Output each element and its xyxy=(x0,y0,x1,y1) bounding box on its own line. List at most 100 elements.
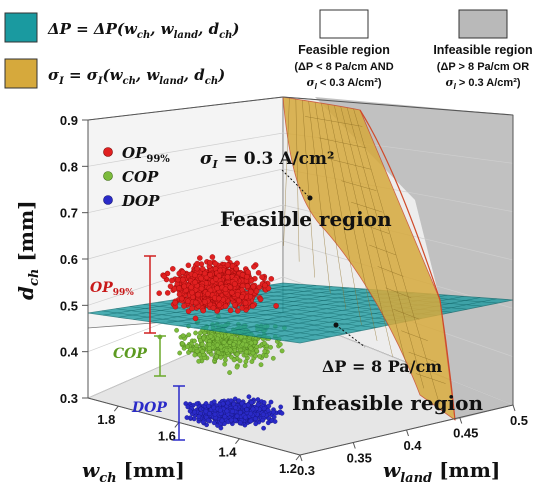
scatter-point xyxy=(212,411,218,417)
mesh-line xyxy=(193,291,399,329)
mesh-line xyxy=(295,99,300,262)
scatter-point xyxy=(186,332,192,338)
scatter-point xyxy=(270,409,276,415)
scatter-point xyxy=(195,291,201,298)
scatter-point xyxy=(174,327,179,333)
scatter-point xyxy=(208,333,214,339)
scatter-point xyxy=(207,411,212,416)
scatter-point xyxy=(225,269,232,276)
scatter-point xyxy=(234,364,240,370)
mesh-line xyxy=(341,180,377,191)
y-tick-label: 0.3 xyxy=(297,463,315,478)
scatter-point xyxy=(268,276,275,282)
scatter-point xyxy=(229,289,235,296)
scatter-point xyxy=(185,298,191,304)
scatter-point xyxy=(248,277,255,284)
z-tick-label: 0.8 xyxy=(60,159,78,174)
scatter-point xyxy=(242,363,248,369)
scatter-point xyxy=(177,350,183,356)
scatter-point xyxy=(244,349,249,355)
mesh-line xyxy=(305,116,363,127)
legend-feasible-cond1: (ΔP < 8 Pa/cm AND xyxy=(294,61,393,73)
mesh-line xyxy=(401,330,428,341)
scatter-point xyxy=(192,279,198,286)
scatter-point xyxy=(227,370,232,375)
mesh-line xyxy=(393,309,420,320)
sigma-surface xyxy=(282,96,456,421)
scatter-point xyxy=(222,414,228,420)
mesh-line xyxy=(385,287,412,299)
scatter-point xyxy=(206,403,211,409)
scatter-point xyxy=(251,264,257,270)
scatter-point xyxy=(260,417,266,423)
scatter-point xyxy=(243,342,249,348)
scatter-point xyxy=(248,411,254,417)
mesh-line xyxy=(318,137,367,149)
scatter-point xyxy=(261,425,266,431)
legend: ΔP = ΔP(wch, wland, dch) σI = σI(wch, wl… xyxy=(4,9,533,91)
scatter-point xyxy=(178,295,185,302)
scatter-point xyxy=(225,255,231,261)
legend-infeasible-title: Infeasible region xyxy=(433,43,532,57)
scatter-point xyxy=(214,285,220,291)
scatter-point xyxy=(266,403,272,409)
scatter-point xyxy=(201,270,208,277)
scatter-point xyxy=(217,407,223,413)
series-legend-label-dop: DOP xyxy=(121,192,160,210)
scatter-point xyxy=(243,359,249,364)
scatter-point xyxy=(205,291,211,297)
annotation-feasible: Feasible region xyxy=(220,207,392,231)
annotation-infeasible: Infeasible region xyxy=(292,391,483,415)
scatter-point xyxy=(245,269,251,275)
mesh-line xyxy=(255,287,483,307)
scatter-point xyxy=(201,335,206,341)
scatter-point xyxy=(243,414,248,420)
z-tick-label: 0.9 xyxy=(60,113,78,128)
series-legend-marker-cop xyxy=(103,171,113,181)
scatter-point xyxy=(233,265,240,272)
mesh-line xyxy=(415,373,446,384)
scatter-point xyxy=(197,255,203,261)
scatter-point xyxy=(169,277,175,284)
y-tick-label: 0.5 xyxy=(510,413,528,428)
scatter-point xyxy=(248,289,254,295)
scatter-point xyxy=(227,339,233,345)
x-tick-mark xyxy=(113,405,119,412)
scatter-point xyxy=(279,410,285,416)
scatter-point xyxy=(228,417,234,423)
scatter-point xyxy=(220,401,226,407)
legend-swatch-dp-surface xyxy=(4,12,38,43)
x-tick-mark xyxy=(235,438,240,445)
x-axis-ticks: 1.2 1.4 1.6 1.8 xyxy=(97,405,301,476)
scatter-point xyxy=(260,412,266,418)
mesh-line xyxy=(408,351,437,363)
scatter-point xyxy=(219,418,225,424)
scatter-point xyxy=(215,336,220,342)
scatter-point xyxy=(185,344,190,349)
annotations: σI = 0.3 A/cm² Feasible region ΔP = 8 Pa… xyxy=(90,149,483,441)
scatter-point xyxy=(200,341,205,347)
scatter-point xyxy=(242,300,249,306)
scatter-point xyxy=(262,348,268,354)
mesh-line xyxy=(351,201,383,213)
scatter-point xyxy=(271,414,277,420)
y-tick-label: 0.35 xyxy=(347,451,372,466)
scatter-point xyxy=(239,294,245,300)
scatter-point xyxy=(207,272,213,278)
scatter-point xyxy=(248,340,254,346)
legend-feasible-cond2: σI < 0.3 A/cm²) xyxy=(306,76,381,91)
scatter-point xyxy=(167,283,174,290)
box-edge xyxy=(282,96,514,116)
annotation-dp-dot xyxy=(333,322,339,328)
scatter-point xyxy=(246,394,252,400)
mesh-line xyxy=(308,101,331,294)
x-tick-label: 1.2 xyxy=(279,461,297,476)
scatter-point xyxy=(216,295,222,302)
scatter-point xyxy=(193,330,198,336)
scatter-point xyxy=(238,334,244,340)
scatter-point xyxy=(192,409,197,415)
scatter-point xyxy=(253,421,259,427)
scatter-point xyxy=(196,358,202,364)
scatter-point xyxy=(237,410,243,415)
scatter-point xyxy=(233,405,238,411)
